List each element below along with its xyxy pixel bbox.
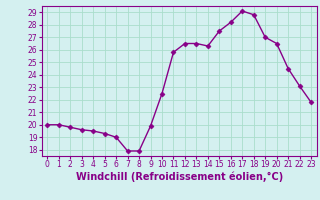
X-axis label: Windchill (Refroidissement éolien,°C): Windchill (Refroidissement éolien,°C) [76, 172, 283, 182]
